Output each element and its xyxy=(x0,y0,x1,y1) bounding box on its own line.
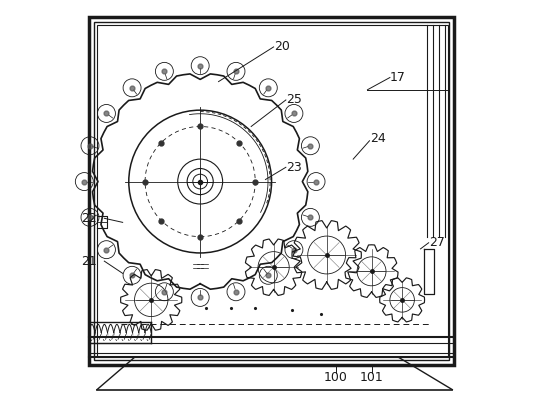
Text: 20: 20 xyxy=(274,40,290,53)
Text: 25: 25 xyxy=(286,93,302,106)
Text: 22: 22 xyxy=(81,212,97,225)
Text: 24: 24 xyxy=(370,132,386,145)
Text: 100: 100 xyxy=(324,371,348,384)
Text: 23: 23 xyxy=(286,161,302,174)
Text: 21: 21 xyxy=(81,255,97,268)
Text: 17: 17 xyxy=(390,71,406,84)
Text: 27: 27 xyxy=(429,236,445,249)
Text: 101: 101 xyxy=(360,371,384,384)
